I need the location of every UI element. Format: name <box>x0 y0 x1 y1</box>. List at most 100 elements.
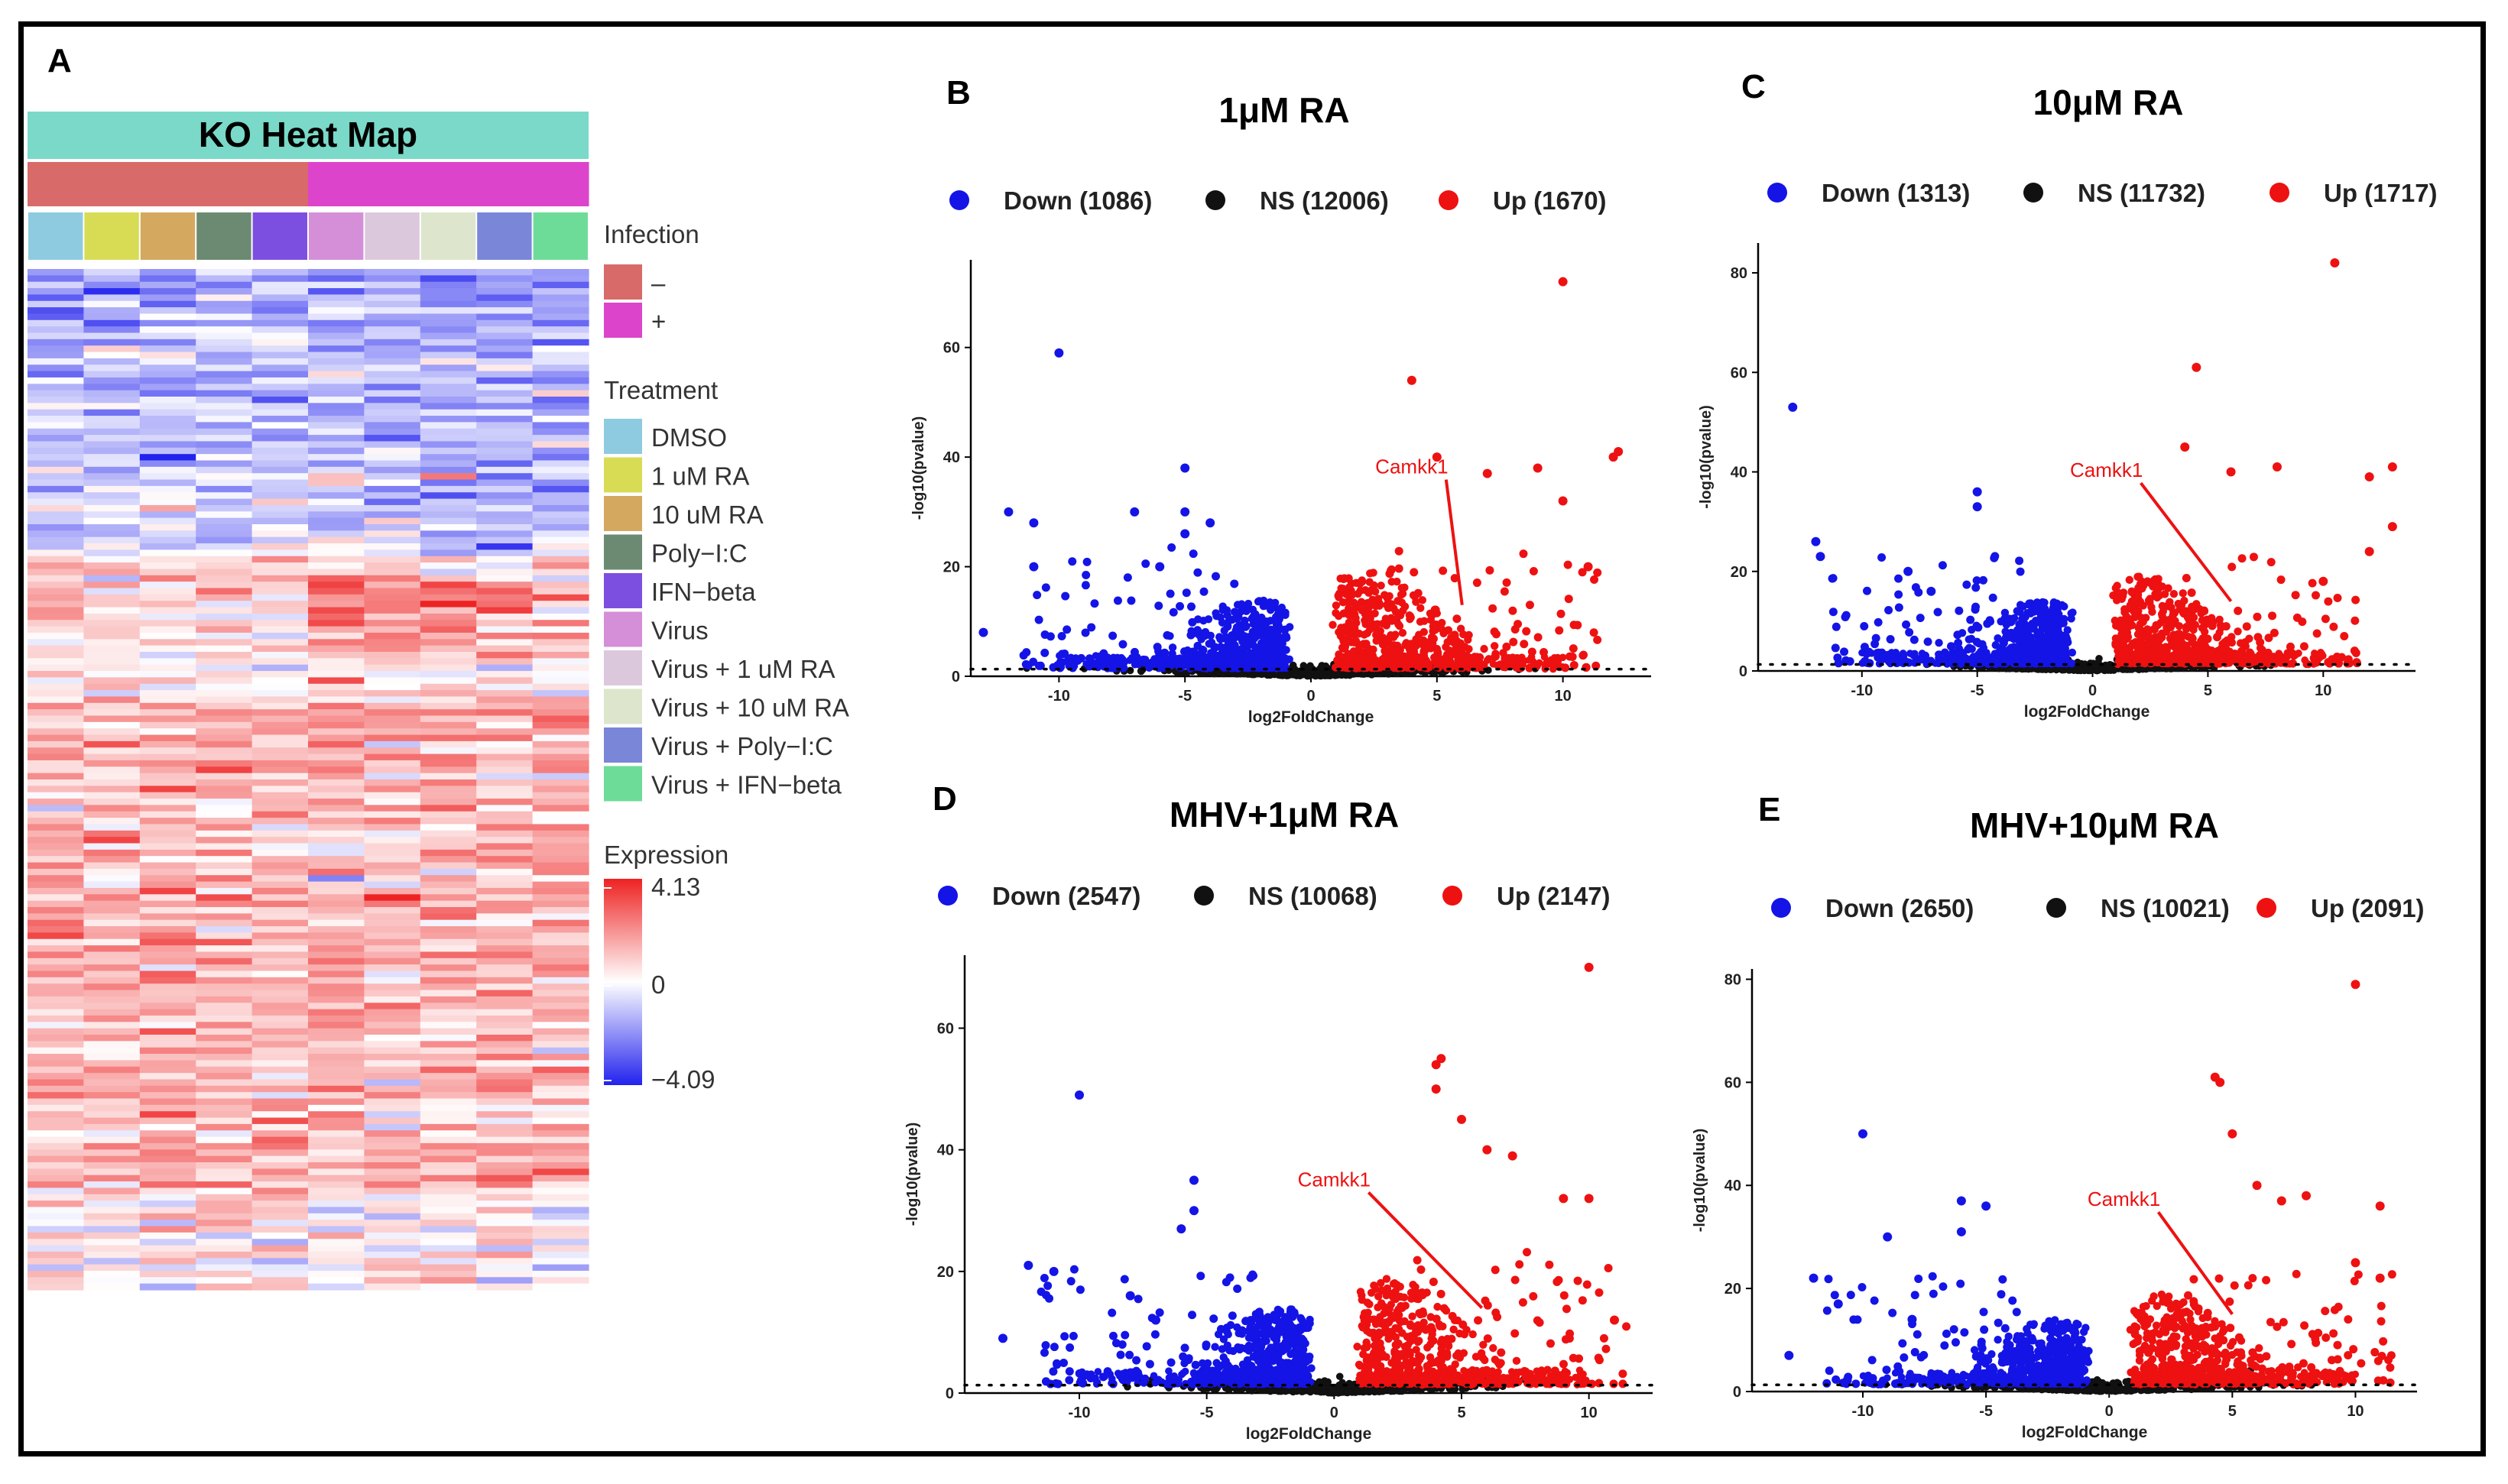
heatmap-cell <box>308 690 365 698</box>
heatmap-cell <box>308 862 365 870</box>
data-point <box>1583 562 1593 572</box>
heatmap-cell <box>139 1054 196 1061</box>
heatmap-cell <box>196 1200 253 1208</box>
heatmap-cell <box>83 1136 141 1144</box>
heatmap-cell <box>364 473 421 481</box>
data-point <box>1364 610 1372 618</box>
data-point <box>1965 635 1973 643</box>
heatmap-cell <box>308 492 365 500</box>
volcano-title: 10μM RA <box>2033 83 2184 122</box>
data-point <box>1262 619 1270 627</box>
heatmap-cell <box>364 1220 421 1227</box>
heatmap-cell <box>28 1117 84 1125</box>
heatmap-cell <box>532 1009 589 1016</box>
heatmap-cell <box>28 575 84 582</box>
heatmap-cell <box>532 811 589 818</box>
data-point <box>1394 564 1403 573</box>
heatmap-cell <box>28 626 84 633</box>
heatmap-cell <box>196 1239 253 1246</box>
treatment-cell <box>196 212 251 260</box>
heatmap-cell <box>83 307 141 315</box>
data-point <box>1068 557 1077 566</box>
heatmap-cell <box>476 269 534 276</box>
heatmap-cell <box>420 677 477 685</box>
heatmap-cell <box>28 1239 84 1246</box>
heatmap-cell <box>476 588 534 595</box>
data-point <box>1218 618 1227 627</box>
heatmap-cell <box>139 786 196 793</box>
heatmap-cell <box>420 1003 477 1010</box>
heatmap-cell <box>196 1066 253 1074</box>
heatmap-cell <box>139 1130 196 1138</box>
heatmap-cell <box>28 613 84 620</box>
heatmap-cell <box>364 569 421 576</box>
heatmap-cell <box>532 345 589 353</box>
heatmap-cell <box>83 294 141 302</box>
data-point <box>1371 609 1379 618</box>
heatmap-cell <box>28 805 84 812</box>
heatmap-cell <box>196 1226 253 1233</box>
heatmap-cell <box>196 307 253 315</box>
heatmap-cell <box>308 1015 365 1022</box>
heatmap-cell <box>83 517 141 525</box>
heatmap-cell <box>476 390 534 397</box>
heatmap-cell <box>196 479 253 487</box>
heatmap-cell <box>196 377 253 384</box>
heatmap-cell <box>83 887 141 895</box>
data-point <box>1502 578 1511 587</box>
heatmap-cell <box>364 409 421 416</box>
heatmap-cell <box>83 862 141 870</box>
heatmap-cell <box>28 504 84 512</box>
heatmap-cell <box>196 747 253 755</box>
heatmap-cell <box>532 454 589 462</box>
data-point <box>2018 624 2027 633</box>
heatmap-cell <box>139 319 196 327</box>
heatmap-cell <box>28 1104 84 1112</box>
heatmap-cell <box>196 1041 253 1048</box>
heatmap-cell <box>83 786 141 793</box>
heatmap-cell <box>532 900 589 908</box>
heatmap-cell <box>83 830 141 838</box>
heatmap-cell <box>251 454 309 462</box>
legend-marker-up <box>1439 190 1458 210</box>
heatmap-cell <box>251 671 309 678</box>
data-point <box>1894 590 1903 599</box>
data-point <box>1935 638 1943 647</box>
data-point <box>2013 607 2023 616</box>
heatmap-cell <box>196 843 253 851</box>
heatmap-cell <box>476 384 534 391</box>
heatmap-cell <box>28 1188 84 1195</box>
heatmap-cell <box>196 639 253 646</box>
heatmap-cell <box>476 862 534 870</box>
data-point <box>1358 640 1368 649</box>
heatmap-cell <box>476 907 534 914</box>
heatmap-cell <box>364 549 421 557</box>
heatmap-cell <box>196 1251 253 1259</box>
data-point <box>1923 637 1932 646</box>
heatmap-cell <box>532 837 589 844</box>
heatmap-cell <box>420 868 477 876</box>
heatmap-cell <box>532 1162 589 1169</box>
heatmap-cell <box>251 632 309 640</box>
heatmap-cell <box>420 588 477 595</box>
data-point <box>1273 640 1281 650</box>
data-point <box>1227 662 1235 669</box>
heatmap-cell <box>196 326 253 334</box>
heatmap-cell <box>251 926 309 933</box>
data-point <box>1341 642 1350 651</box>
data-point <box>1501 656 1509 664</box>
heatmap-cell <box>139 734 196 742</box>
data-point <box>1482 468 1492 478</box>
heatmap-cell <box>196 849 253 857</box>
heatmap-cell <box>476 818 534 825</box>
heatmap-cell <box>28 524 84 531</box>
heatmap-cell <box>364 1175 421 1182</box>
data-point <box>1954 638 1963 647</box>
heatmap-cell <box>364 307 421 315</box>
heatmap-cell <box>196 977 253 984</box>
heatmap-cell <box>139 740 196 748</box>
heatmap-cell <box>308 1054 365 1061</box>
heatmap-cell <box>308 575 365 582</box>
heatmap-cell <box>420 734 477 742</box>
heatmap-cell <box>28 779 84 786</box>
